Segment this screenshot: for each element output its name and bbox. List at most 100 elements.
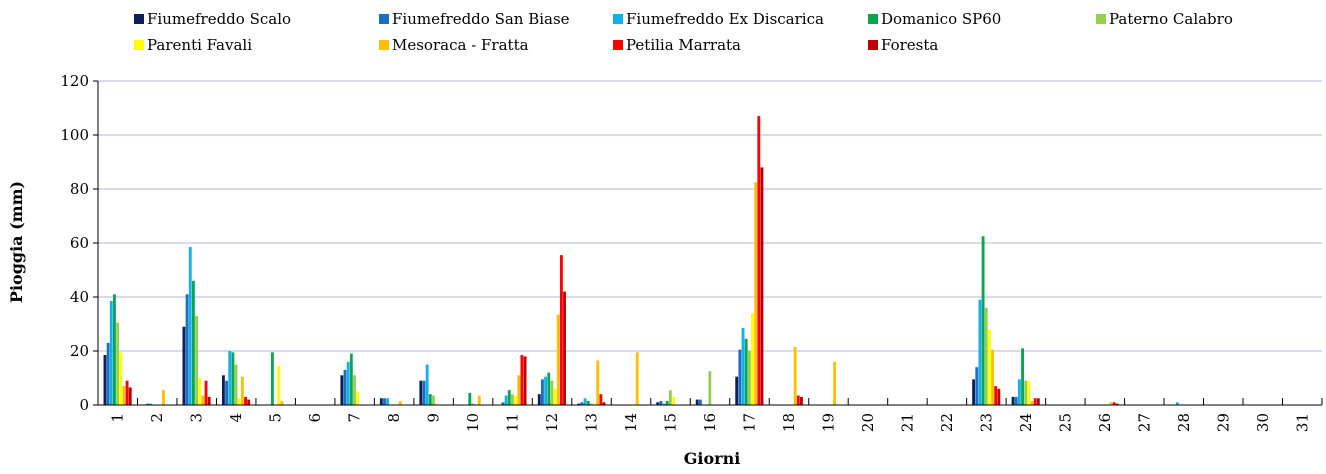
- x-tick-label: 25: [1056, 413, 1074, 432]
- bar: [192, 281, 195, 405]
- legend-item-6: Parenti Favali: [134, 36, 252, 54]
- bar: [468, 393, 471, 405]
- bar: [800, 397, 803, 405]
- legend-swatch: [134, 40, 144, 50]
- bar: [107, 343, 110, 405]
- x-tick-label: 1: [109, 413, 127, 423]
- x-tick-label: 12: [543, 413, 561, 432]
- x-tick-label: 15: [662, 413, 680, 432]
- legend-swatch: [379, 40, 389, 50]
- legend-label: Fiumefreddo Scalo: [147, 10, 291, 28]
- bar: [761, 167, 764, 405]
- bar: [514, 396, 517, 405]
- legend-swatch: [379, 14, 389, 24]
- legend-label: Fiumefreddo San Biase: [392, 10, 570, 28]
- legend-label: Mesoraca - Fratta: [392, 36, 529, 54]
- bar: [672, 397, 675, 405]
- x-tick-label: 24: [1017, 413, 1035, 432]
- bar: [975, 367, 978, 405]
- bar: [380, 398, 383, 405]
- x-tick-label: 5: [267, 413, 285, 423]
- y-tick-label: 20: [70, 342, 89, 360]
- bar: [508, 390, 511, 405]
- bar: [517, 375, 520, 405]
- bar: [183, 327, 186, 405]
- x-tick-label: 11: [504, 413, 522, 432]
- y-tick-label: 80: [70, 180, 89, 198]
- bar: [1034, 398, 1037, 405]
- bar: [344, 370, 347, 405]
- bar: [383, 398, 386, 405]
- bar: [666, 401, 669, 405]
- bar: [247, 400, 250, 405]
- legend-swatch: [613, 40, 623, 50]
- bar: [541, 379, 544, 405]
- legend-swatch: [868, 14, 878, 24]
- bar: [419, 381, 422, 405]
- bar: [994, 386, 997, 405]
- legend-item-2: Fiumefreddo San Biase: [379, 10, 570, 28]
- bar: [742, 328, 745, 405]
- bar: [738, 350, 741, 405]
- bar: [699, 400, 702, 405]
- x-tick-label: 16: [701, 413, 719, 432]
- bar: [599, 394, 602, 405]
- bar: [982, 236, 985, 405]
- bar: [205, 381, 208, 405]
- bar: [271, 352, 274, 405]
- x-tick-label: 14: [622, 413, 640, 432]
- bar: [544, 377, 547, 405]
- bar: [757, 116, 760, 405]
- bar: [1031, 401, 1034, 405]
- bar: [669, 390, 672, 405]
- bar: [745, 339, 748, 405]
- bar: [189, 247, 192, 405]
- bar: [116, 323, 119, 405]
- legend-item-7: Mesoraca - Fratta: [379, 36, 529, 54]
- bar: [797, 396, 800, 405]
- y-tick-label: 40: [70, 288, 89, 306]
- bar: [1024, 381, 1027, 405]
- x-tick-label: 22: [938, 413, 956, 432]
- y-tick-label: 0: [79, 396, 89, 414]
- x-tick-label: 23: [977, 413, 995, 432]
- x-tick-label: 19: [819, 413, 837, 432]
- bar: [429, 394, 432, 405]
- bar: [198, 378, 201, 405]
- bar: [735, 377, 738, 405]
- legend-item-5: Paterno Calabro: [1096, 10, 1233, 28]
- bar: [596, 360, 599, 405]
- bar: [478, 396, 481, 405]
- legend-item-1: Fiumefreddo Scalo: [134, 10, 291, 28]
- x-tick-label: 31: [1293, 413, 1311, 432]
- bar: [985, 308, 988, 405]
- bar: [228, 351, 231, 405]
- y-tick-label: 60: [70, 234, 89, 252]
- bar: [538, 394, 541, 405]
- bar: [1018, 379, 1021, 405]
- series-5: [116, 308, 1027, 405]
- bar: [1015, 397, 1018, 405]
- bars: [104, 116, 1179, 405]
- bar: [751, 313, 754, 405]
- legend-label: Fiumefreddo Ex Discarica: [626, 10, 824, 28]
- x-tick-label: 18: [780, 413, 798, 432]
- bar: [1021, 348, 1024, 405]
- x-tick-label: 10: [464, 413, 482, 432]
- x-tick-label: 6: [306, 413, 324, 423]
- bar: [426, 365, 429, 406]
- legend-item-4: Domanico SP60: [868, 10, 1001, 28]
- bar: [1012, 397, 1015, 405]
- bar: [340, 375, 343, 405]
- bar: [550, 381, 553, 405]
- legend-label: Domanico SP60: [881, 10, 1001, 28]
- bar: [423, 381, 426, 405]
- series-8: [126, 116, 1116, 405]
- bar: [696, 400, 699, 405]
- bar: [659, 401, 662, 405]
- bar: [119, 352, 122, 405]
- bar: [201, 396, 204, 405]
- bar: [997, 389, 1000, 405]
